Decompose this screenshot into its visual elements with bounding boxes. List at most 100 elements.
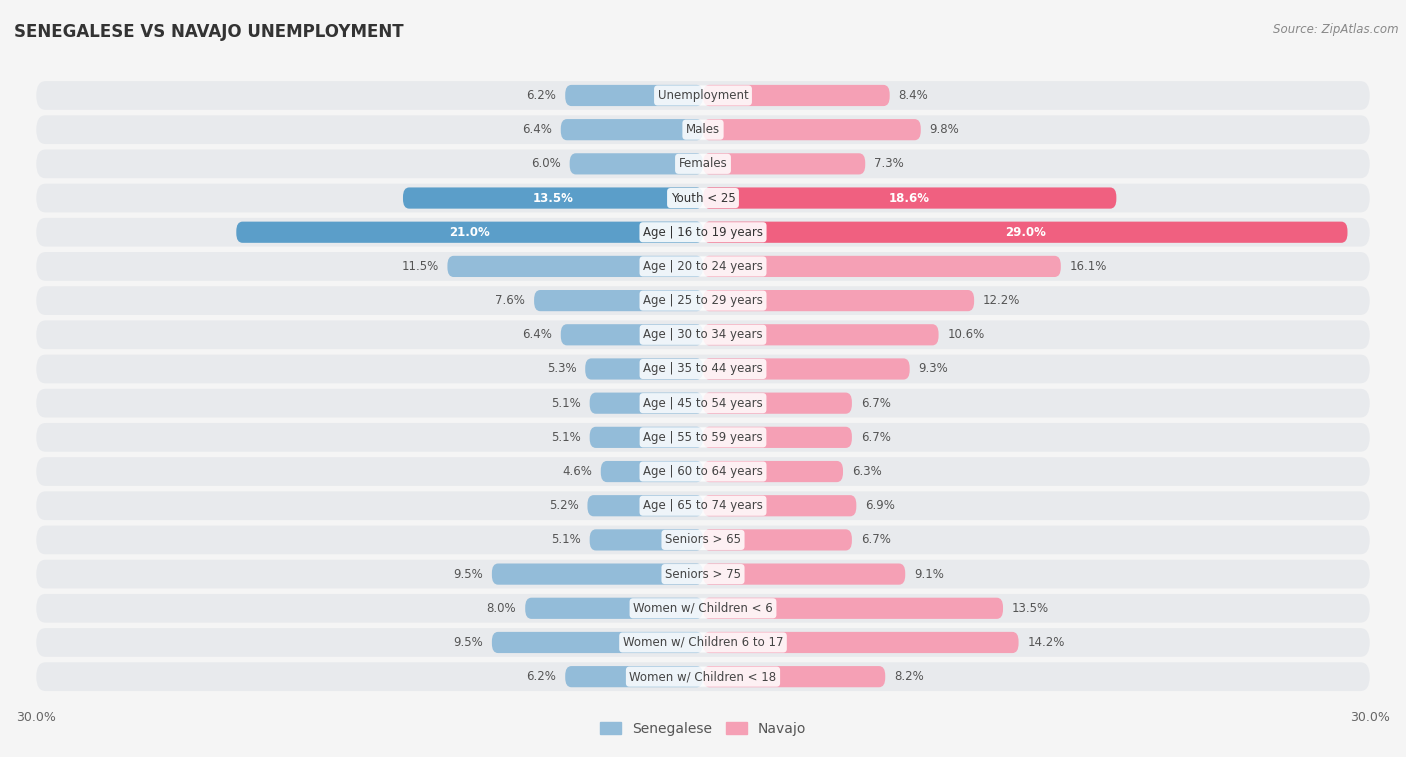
FancyBboxPatch shape	[569, 153, 703, 174]
Text: 18.6%: 18.6%	[889, 192, 931, 204]
Text: Age | 35 to 44 years: Age | 35 to 44 years	[643, 363, 763, 375]
FancyBboxPatch shape	[37, 286, 1369, 315]
Text: 8.2%: 8.2%	[894, 670, 924, 683]
FancyBboxPatch shape	[404, 188, 703, 209]
FancyBboxPatch shape	[37, 320, 1369, 349]
FancyBboxPatch shape	[703, 358, 910, 379]
Text: 13.5%: 13.5%	[533, 192, 574, 204]
FancyBboxPatch shape	[37, 662, 1369, 691]
FancyBboxPatch shape	[589, 427, 703, 448]
FancyBboxPatch shape	[37, 115, 1369, 144]
Text: 5.1%: 5.1%	[551, 534, 581, 547]
FancyBboxPatch shape	[37, 218, 1369, 247]
Text: 6.0%: 6.0%	[531, 157, 561, 170]
Text: Age | 25 to 29 years: Age | 25 to 29 years	[643, 294, 763, 307]
Text: 7.3%: 7.3%	[875, 157, 904, 170]
FancyBboxPatch shape	[703, 324, 939, 345]
Text: 5.1%: 5.1%	[551, 431, 581, 444]
FancyBboxPatch shape	[37, 81, 1369, 110]
Text: 6.4%: 6.4%	[522, 123, 553, 136]
Text: 12.2%: 12.2%	[983, 294, 1021, 307]
Text: 5.3%: 5.3%	[547, 363, 576, 375]
FancyBboxPatch shape	[588, 495, 703, 516]
Text: 14.2%: 14.2%	[1028, 636, 1064, 649]
Text: 6.2%: 6.2%	[526, 670, 557, 683]
Text: 9.3%: 9.3%	[918, 363, 948, 375]
Text: 29.0%: 29.0%	[1005, 226, 1046, 238]
FancyBboxPatch shape	[37, 252, 1369, 281]
FancyBboxPatch shape	[703, 666, 886, 687]
Text: Women w/ Children < 18: Women w/ Children < 18	[630, 670, 776, 683]
Text: Age | 45 to 54 years: Age | 45 to 54 years	[643, 397, 763, 410]
FancyBboxPatch shape	[37, 594, 1369, 623]
Text: Source: ZipAtlas.com: Source: ZipAtlas.com	[1274, 23, 1399, 36]
Text: Women w/ Children 6 to 17: Women w/ Children 6 to 17	[623, 636, 783, 649]
FancyBboxPatch shape	[37, 628, 1369, 657]
Text: Age | 60 to 64 years: Age | 60 to 64 years	[643, 465, 763, 478]
Text: 6.9%: 6.9%	[865, 499, 896, 512]
FancyBboxPatch shape	[703, 495, 856, 516]
FancyBboxPatch shape	[534, 290, 703, 311]
FancyBboxPatch shape	[703, 85, 890, 106]
Text: 9.5%: 9.5%	[453, 636, 484, 649]
FancyBboxPatch shape	[561, 119, 703, 140]
FancyBboxPatch shape	[703, 529, 852, 550]
FancyBboxPatch shape	[703, 598, 1002, 619]
FancyBboxPatch shape	[703, 632, 1018, 653]
Text: 6.7%: 6.7%	[860, 534, 890, 547]
Text: Seniors > 65: Seniors > 65	[665, 534, 741, 547]
Text: 6.7%: 6.7%	[860, 431, 890, 444]
FancyBboxPatch shape	[703, 461, 844, 482]
FancyBboxPatch shape	[703, 427, 852, 448]
Text: 8.0%: 8.0%	[486, 602, 516, 615]
FancyBboxPatch shape	[565, 85, 703, 106]
FancyBboxPatch shape	[492, 632, 703, 653]
Text: 11.5%: 11.5%	[401, 260, 439, 273]
FancyBboxPatch shape	[703, 222, 1347, 243]
Legend: Senegalese, Navajo: Senegalese, Navajo	[595, 716, 811, 742]
Text: 9.8%: 9.8%	[929, 123, 959, 136]
FancyBboxPatch shape	[37, 184, 1369, 213]
Text: SENEGALESE VS NAVAJO UNEMPLOYMENT: SENEGALESE VS NAVAJO UNEMPLOYMENT	[14, 23, 404, 41]
FancyBboxPatch shape	[585, 358, 703, 379]
Text: Age | 20 to 24 years: Age | 20 to 24 years	[643, 260, 763, 273]
Text: Unemployment: Unemployment	[658, 89, 748, 102]
Text: 4.6%: 4.6%	[562, 465, 592, 478]
FancyBboxPatch shape	[37, 525, 1369, 554]
Text: 6.4%: 6.4%	[522, 329, 553, 341]
Text: Seniors > 75: Seniors > 75	[665, 568, 741, 581]
Text: Youth < 25: Youth < 25	[671, 192, 735, 204]
FancyBboxPatch shape	[703, 563, 905, 584]
Text: 10.6%: 10.6%	[948, 329, 984, 341]
Text: 6.3%: 6.3%	[852, 465, 882, 478]
Text: 13.5%: 13.5%	[1012, 602, 1049, 615]
Text: 21.0%: 21.0%	[450, 226, 491, 238]
FancyBboxPatch shape	[37, 354, 1369, 383]
FancyBboxPatch shape	[703, 153, 865, 174]
FancyBboxPatch shape	[37, 423, 1369, 452]
Text: 5.2%: 5.2%	[548, 499, 578, 512]
FancyBboxPatch shape	[37, 559, 1369, 588]
Text: 7.6%: 7.6%	[495, 294, 526, 307]
FancyBboxPatch shape	[37, 149, 1369, 178]
Text: Males: Males	[686, 123, 720, 136]
Text: Age | 16 to 19 years: Age | 16 to 19 years	[643, 226, 763, 238]
FancyBboxPatch shape	[565, 666, 703, 687]
Text: 9.1%: 9.1%	[914, 568, 943, 581]
FancyBboxPatch shape	[447, 256, 703, 277]
FancyBboxPatch shape	[589, 529, 703, 550]
FancyBboxPatch shape	[703, 290, 974, 311]
FancyBboxPatch shape	[703, 119, 921, 140]
Text: Women w/ Children < 6: Women w/ Children < 6	[633, 602, 773, 615]
Text: 6.2%: 6.2%	[526, 89, 557, 102]
FancyBboxPatch shape	[37, 491, 1369, 520]
Text: 5.1%: 5.1%	[551, 397, 581, 410]
FancyBboxPatch shape	[561, 324, 703, 345]
FancyBboxPatch shape	[37, 457, 1369, 486]
FancyBboxPatch shape	[600, 461, 703, 482]
FancyBboxPatch shape	[703, 393, 852, 414]
FancyBboxPatch shape	[37, 389, 1369, 418]
Text: 16.1%: 16.1%	[1070, 260, 1107, 273]
FancyBboxPatch shape	[526, 598, 703, 619]
Text: 8.4%: 8.4%	[898, 89, 928, 102]
